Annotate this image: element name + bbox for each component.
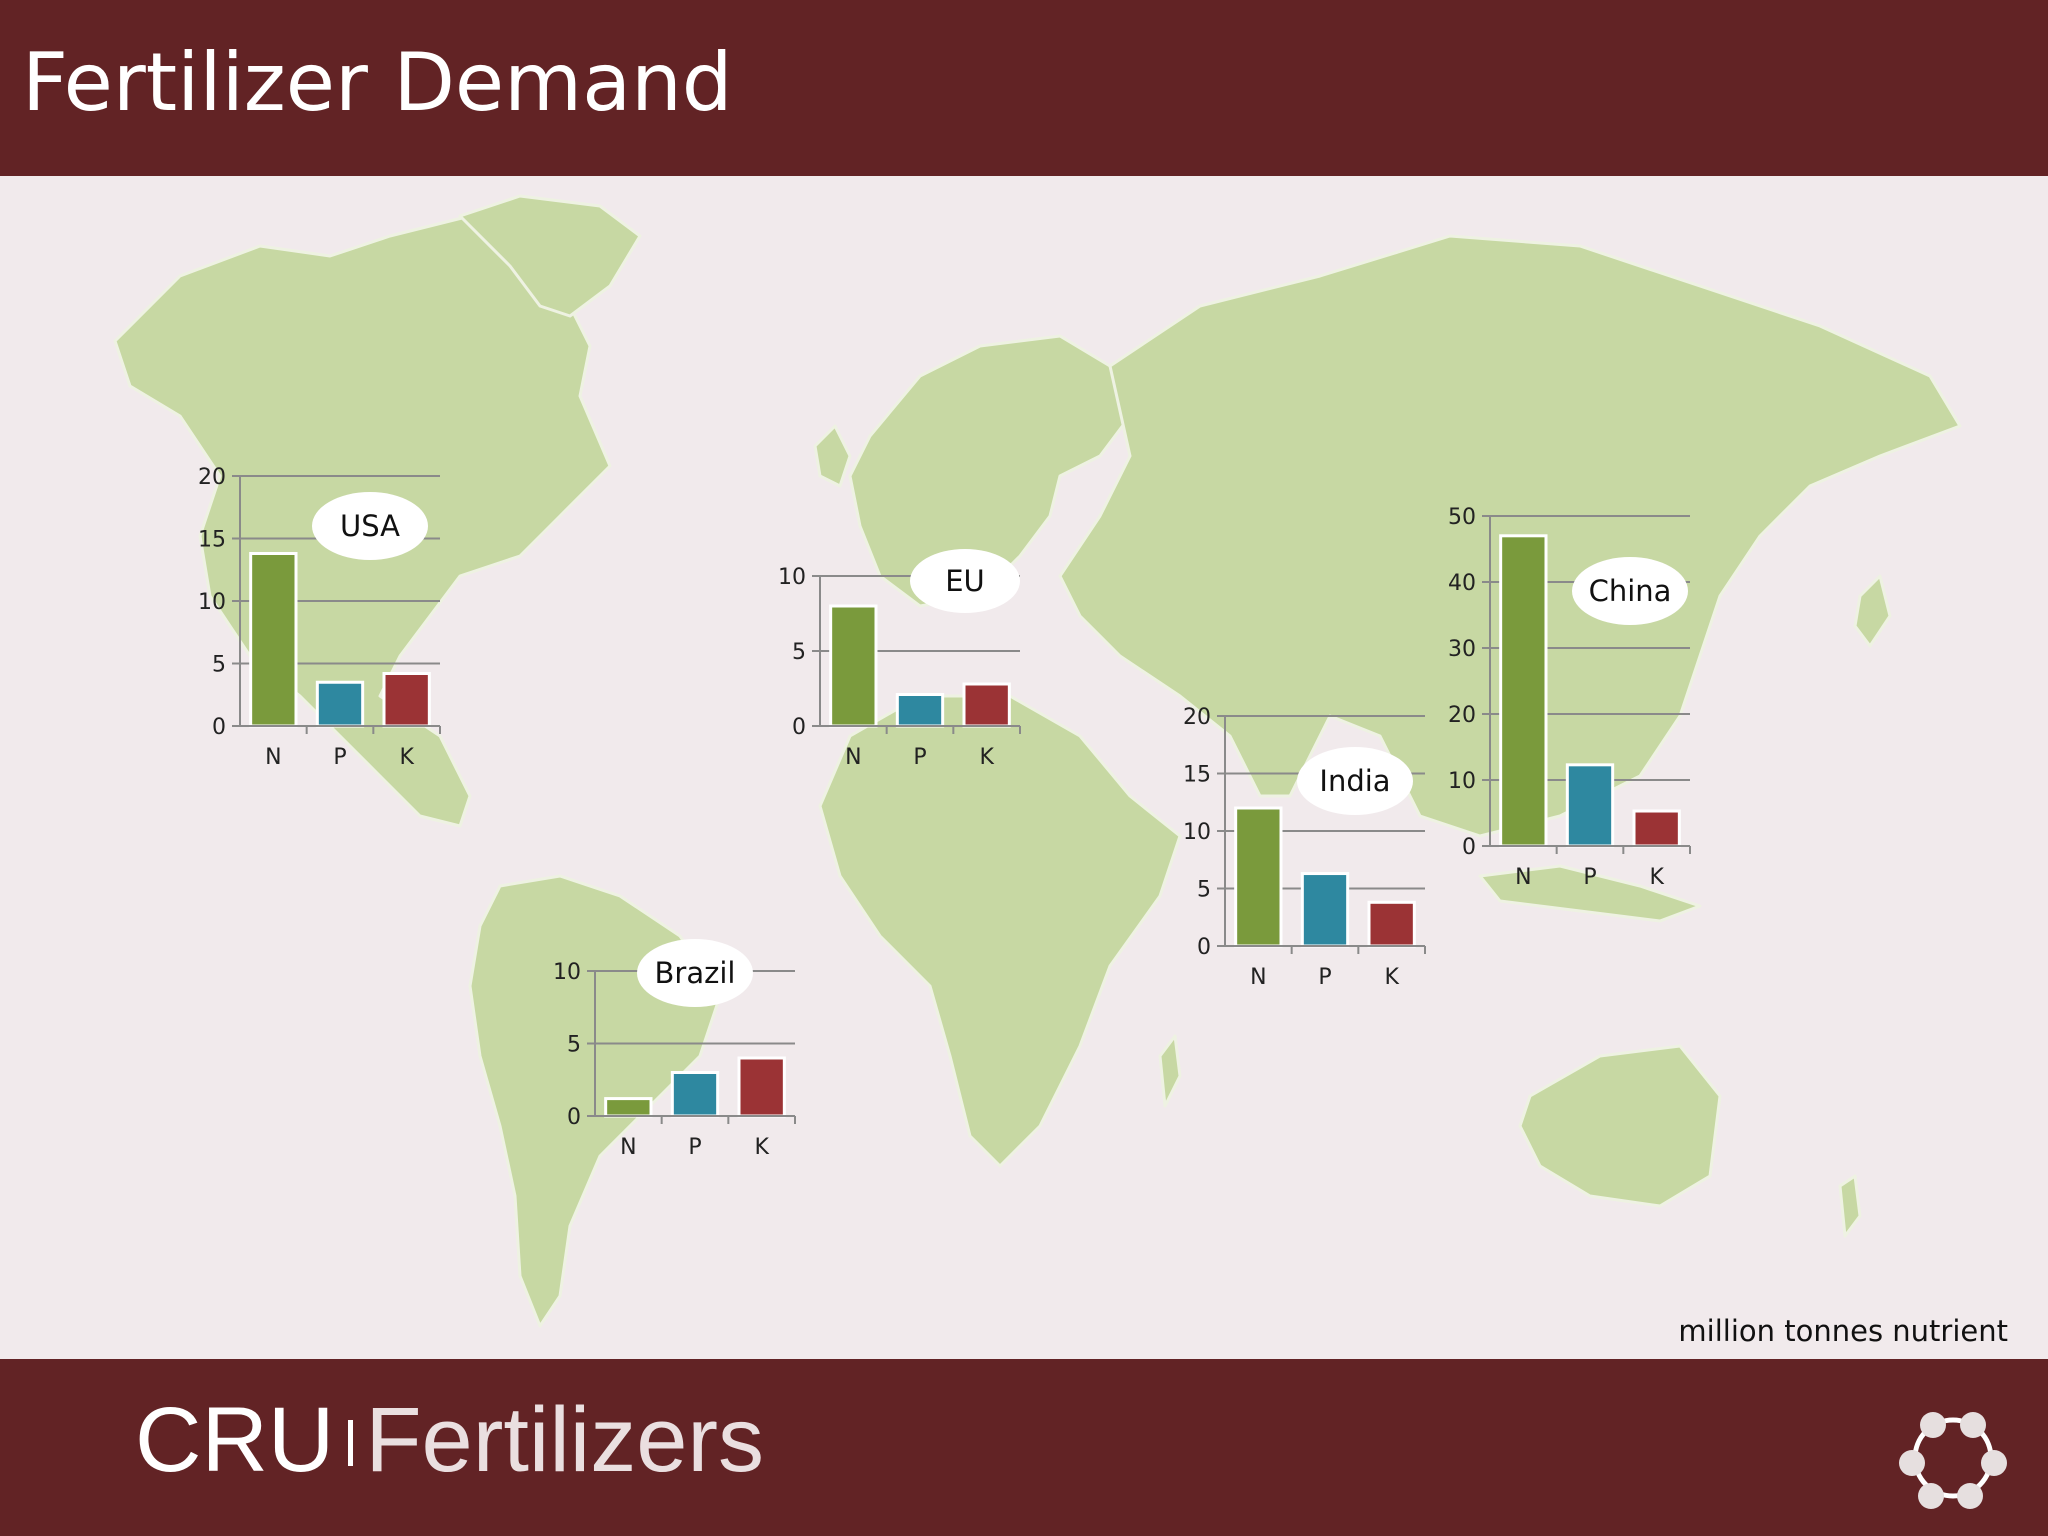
y-tick-label: 0 <box>567 1105 581 1130</box>
y-tick-label: 10 <box>1448 769 1476 794</box>
region-title: India <box>1319 764 1390 798</box>
bar-K <box>962 682 1011 728</box>
y-tick-label: 5 <box>1197 878 1211 903</box>
y-tick-label: 10 <box>1183 820 1211 845</box>
bar-N <box>249 552 298 728</box>
y-tick-label: 20 <box>1183 705 1211 730</box>
y-tick-label: 30 <box>1448 637 1476 662</box>
category-label: N <box>1250 965 1266 990</box>
y-tick-label: 20 <box>198 465 226 490</box>
new-zealand-landmass <box>1838 1174 1862 1238</box>
bar-N <box>1234 806 1283 948</box>
europe-landmass <box>848 334 1132 608</box>
indonesia-landmass <box>1478 864 1702 923</box>
y-tick-label: 0 <box>1462 835 1476 860</box>
y-tick-label: 40 <box>1448 571 1476 596</box>
chart-india: 0 5 10 15 20 N P K India <box>1160 701 1440 991</box>
page-title: Fertilizer Demand <box>22 36 733 129</box>
chart-brazil: 0 5 10 N P K Brazil <box>520 931 810 1181</box>
category-label: N <box>265 745 281 770</box>
bar-P <box>895 693 945 728</box>
units-note: million tonnes nutrient <box>1678 1314 2008 1348</box>
y-tick-label: 10 <box>198 590 226 615</box>
africa-landmass <box>818 694 1182 1168</box>
bar-P <box>670 1071 720 1118</box>
australia-landmass <box>1518 1044 1722 1208</box>
chart-eu: 0 5 10 N P K EU <box>760 526 1050 776</box>
region-title: USA <box>340 509 400 543</box>
y-tick-label: 10 <box>778 565 806 590</box>
greenland-landmass <box>458 194 642 318</box>
circle-ring-logo-icon <box>1899 1412 2007 1509</box>
y-tick-label: 20 <box>1448 703 1476 728</box>
region-bubble <box>637 939 753 1007</box>
title-banner: Fertilizer Demand <box>0 0 2048 176</box>
category-label: P <box>1583 865 1596 890</box>
y-tick-label: 10 <box>553 960 581 985</box>
bar-K <box>1367 900 1416 948</box>
y-tick-label: 5 <box>792 640 806 665</box>
category-label: K <box>1384 965 1399 990</box>
chart-china: 0 10 20 30 40 50 N P K China <box>1420 496 1720 896</box>
bar-N <box>829 604 878 728</box>
bar-K <box>737 1056 786 1118</box>
brand-main: CRU <box>135 1389 335 1491</box>
bar-K <box>382 672 431 728</box>
y-tick-label: 0 <box>212 715 226 740</box>
uk-landmass <box>813 424 852 488</box>
category-label: P <box>1318 965 1331 990</box>
region-bubble <box>1297 747 1413 815</box>
y-tick-label: 15 <box>1183 763 1211 788</box>
category-label: K <box>1649 865 1664 890</box>
brand-sub: Fertilizers <box>365 1389 765 1491</box>
bar-K <box>1632 809 1681 848</box>
region-title: China <box>1589 574 1672 608</box>
region-bubble <box>1572 557 1688 625</box>
region-title: EU <box>945 564 985 598</box>
category-label: P <box>688 1135 701 1160</box>
category-label: K <box>399 745 414 770</box>
y-tick-label: 5 <box>212 653 226 678</box>
category-label: K <box>754 1135 769 1160</box>
category-label: P <box>333 745 346 770</box>
y-tick-label: 15 <box>198 528 226 553</box>
bar-P <box>1300 872 1350 948</box>
y-tick-label: 0 <box>792 715 806 740</box>
brand-logo-text: CRU Fertilizers <box>135 1385 764 1495</box>
bar-N <box>1499 534 1548 848</box>
category-label: N <box>845 745 861 770</box>
world-map-area: 0 5 10 15 20 N P K USA 0 5 10 N P K EU 0 10 20 30 40 50 N P K C… <box>0 176 2048 1359</box>
region-bubble <box>910 549 1020 613</box>
chart-usa: 0 5 10 15 20 N P K USA <box>180 465 470 776</box>
region-bubble <box>312 492 428 560</box>
madagascar-landmass <box>1158 1034 1182 1108</box>
bar-P <box>315 680 365 728</box>
category-label: P <box>913 745 926 770</box>
bar-N <box>604 1097 653 1118</box>
category-label: N <box>1515 865 1531 890</box>
y-tick-label: 0 <box>1197 935 1211 960</box>
footer-banner: CRU Fertilizers <box>0 1359 2048 1536</box>
category-label: N <box>620 1135 636 1160</box>
bar-P <box>1565 763 1615 848</box>
japan-landmass <box>1853 574 1892 648</box>
brand-separator <box>348 1419 354 1466</box>
y-tick-label: 5 <box>567 1033 581 1058</box>
region-title: Brazil <box>655 956 736 990</box>
y-tick-label: 50 <box>1448 505 1476 530</box>
category-label: K <box>979 745 994 770</box>
